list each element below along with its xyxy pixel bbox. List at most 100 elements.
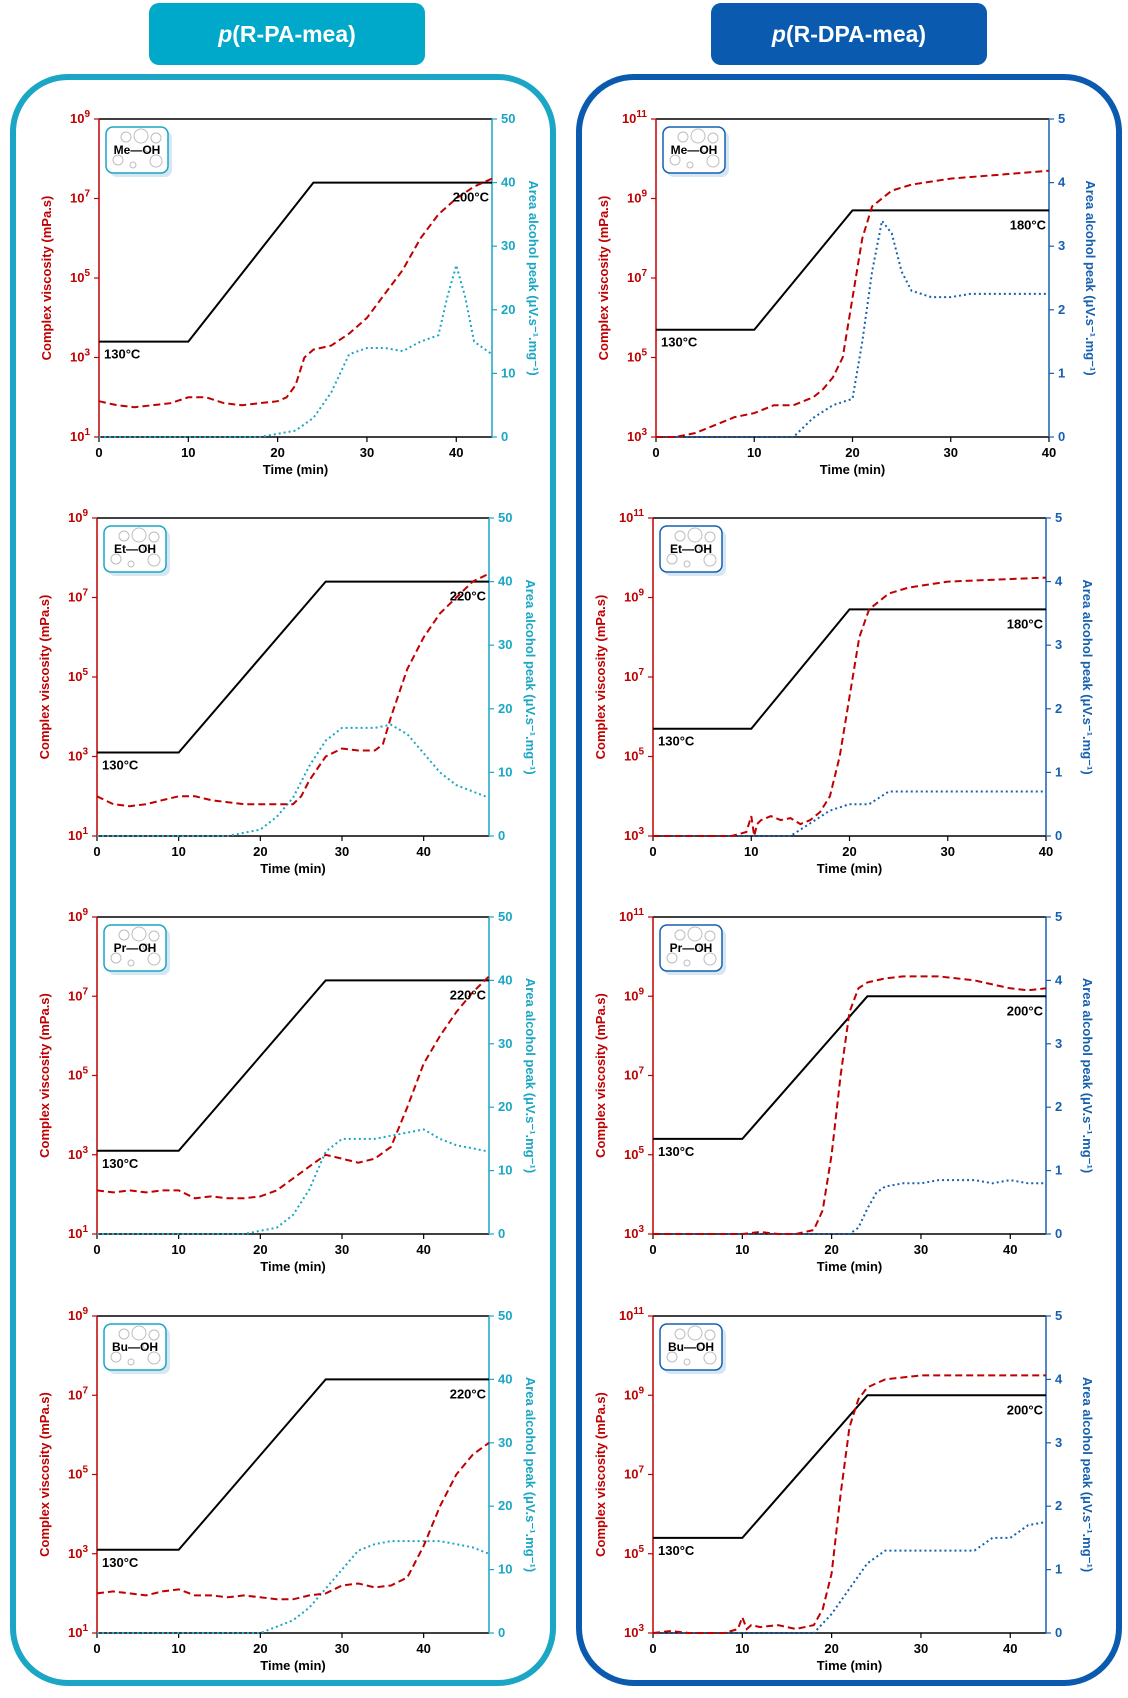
alcohol-line [97,1540,490,1634]
bubble-icon [131,527,147,543]
y2-tick-label: 4 [1058,175,1066,190]
viscosity-line [96,975,490,1200]
badge-label: Bu—OH [112,1340,158,1354]
viscosity-line [96,572,490,808]
x-tick-label: 30 [941,844,955,859]
y2-tick-label: 2 [1055,701,1062,716]
bubble-icon [677,131,689,143]
bubble-icon [129,161,137,169]
y-axis-title: Complex viscosity (mPa.s) [37,595,52,760]
x-tick-label: 30 [335,1242,349,1257]
x-tick-label: 40 [1039,844,1053,859]
chart-3: 0 10 20 30 40 Time (min) 101 103 105 107 109 Comple… [37,508,538,876]
bubble-icon [148,1329,160,1341]
y2-tick-label: 0 [498,828,505,843]
y-tick-label: 107 [70,189,90,206]
viscosity-line [653,975,1047,1235]
alcohol-line [653,1521,1047,1634]
x-tick-label: 40 [416,844,430,859]
bubble-icon [148,930,160,942]
x-tick-label: 10 [735,1242,749,1257]
y-tick-label: 109 [624,986,644,1003]
y2-axis-title: Area alcohol peak (μV.s⁻¹.mg⁻¹) [1080,579,1095,774]
bubble-icon [690,128,706,144]
bubble-icon [144,145,152,153]
y2-tick-label: 3 [1058,238,1065,253]
header-left-prefix: p [218,20,233,47]
bubble-icon [142,943,150,951]
y2-tick-label: 10 [498,1163,512,1178]
bubble-icon [110,1351,122,1363]
x-tick-label: 30 [335,844,349,859]
badge-label: Me—OH [671,143,718,157]
x-tick-label: 20 [270,445,284,460]
y2-tick-label: 5 [1055,1308,1062,1323]
y-tick-label: 103 [627,427,647,444]
y2-tick-label: 50 [498,510,512,525]
y2-tick-label: 1 [1055,1562,1062,1577]
alcohol-line [97,723,490,837]
alcohol-line [97,1128,490,1235]
y-tick-label: 1011 [622,109,647,126]
bubble-icon [703,952,717,966]
y-tick-label: 1011 [619,1306,644,1323]
y-tick-label: 101 [68,1623,88,1640]
frame-left [10,74,556,1686]
y2-tick-label: 10 [498,764,512,779]
bubble-icon [674,929,686,941]
x-tick-label: 0 [652,445,659,460]
y2-tick-label: 1 [1055,1163,1062,1178]
y-tick-label: 1011 [619,907,644,924]
y-axis-title: Complex viscosity (mPa.s) [37,1392,52,1557]
y-tick-label: 109 [68,508,88,525]
bubble-icon [674,530,686,542]
x-tick-label: 20 [824,1242,838,1257]
bubble-icon [683,1358,691,1366]
temperature-line [97,1378,489,1551]
x-tick-label: 0 [649,1242,656,1257]
y2-axis-title: Area alcohol peak (μV.s⁻¹.mg⁻¹) [1080,1377,1095,1572]
temp-end-label: 200°C [1007,1003,1044,1018]
x-tick-label: 40 [1003,1641,1017,1656]
chart-1: 0 10 20 30 40 Time (min) 101 103 105 107 109 Comple… [39,109,541,477]
bubble-icon [142,544,150,552]
viscosity-line [96,1441,490,1601]
viscosity-line [652,1374,1046,1634]
bubble-icon [149,154,163,168]
temp-start-label: 130°C [102,1555,139,1570]
x-tick-label: 20 [824,1641,838,1656]
y2-tick-label: 20 [498,1498,512,1513]
x-axis-title: Time (min) [817,861,883,876]
y2-tick-label: 0 [501,429,508,444]
y-tick-label: 107 [624,667,644,684]
bubble-icon [666,553,678,565]
y2-tick-label: 3 [1055,637,1062,652]
alcohol-line [656,218,1049,438]
x-axis-title: Time (min) [260,1259,326,1274]
x-axis-title: Time (min) [260,1658,326,1673]
temp-start-label: 130°C [658,1543,695,1558]
x-tick-label: 0 [649,844,656,859]
x-tick-label: 0 [93,844,100,859]
bubble-icon [147,553,161,567]
x-tick-label: 40 [1042,445,1056,460]
x-tick-label: 10 [171,1242,185,1257]
y-tick-label: 107 [624,1066,644,1083]
y-axis-title: Complex viscosity (mPa.s) [593,1392,608,1557]
y-tick-label: 107 [68,986,88,1003]
y2-tick-label: 40 [498,1371,512,1386]
bubble-icon [112,154,124,166]
x-tick-label: 10 [744,844,758,859]
x-tick-label: 0 [95,445,102,460]
y-tick-label: 107 [624,1465,644,1482]
y2-tick-label: 40 [498,574,512,589]
y-tick-label: 109 [68,907,88,924]
bubble-icon [666,1351,678,1363]
y2-tick-label: 3 [1055,1036,1062,1051]
y-tick-label: 103 [68,1145,88,1162]
x-axis-title: Time (min) [263,462,329,477]
badge-label: Pr—OH [114,941,157,955]
